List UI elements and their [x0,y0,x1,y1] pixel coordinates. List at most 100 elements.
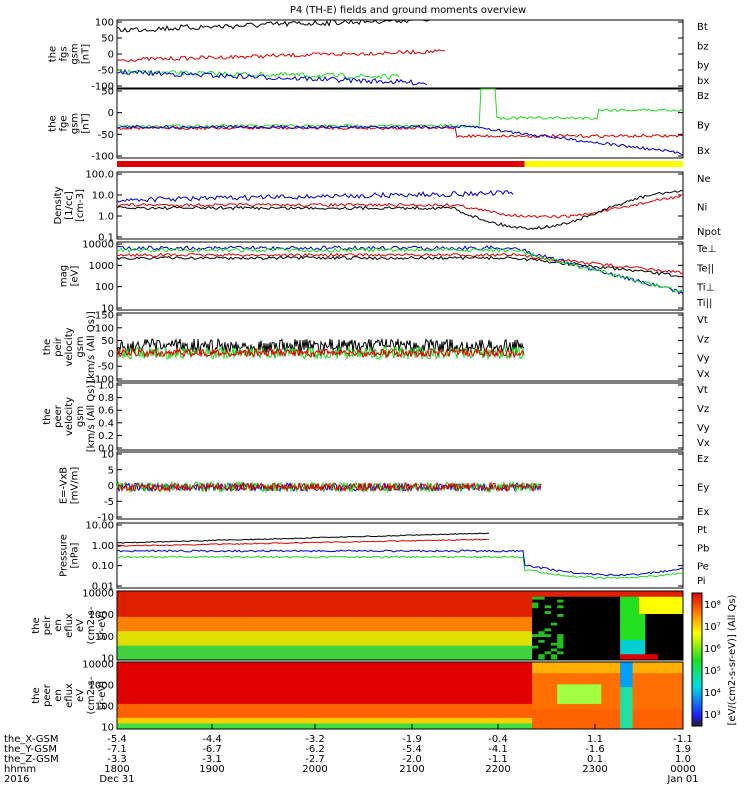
heatmap-cell [532,614,539,618]
heatmap-cell [274,639,282,644]
heatmap-cell [368,703,376,708]
heatmap-cell [337,709,344,713]
heatmap-cell [638,681,646,685]
heatmap-cell [475,678,483,683]
heatmap-cell [293,648,300,652]
heatmap-cell [129,703,137,708]
heatmap-cell [393,619,401,624]
heatmap-cell [223,701,231,705]
heatmap-cell [393,651,401,655]
heatmap-cell [217,670,225,674]
heatmap-cell [613,715,621,719]
heatmap-cell [255,695,263,699]
heatmap-cell [374,599,382,603]
heatmap-cell [362,706,370,710]
heatmap-cell [418,698,426,702]
heatmap-cell [173,625,181,629]
heatmap-cell [670,689,678,694]
heatmap-cell [450,608,458,612]
heatmap-cell [179,654,187,658]
heatmap-cell [286,611,294,615]
heatmap-cell [626,619,634,624]
heatmap-cell [676,681,684,685]
heatmap-cell [192,701,200,705]
legend-black: Ni [697,203,707,214]
heatmap-cell [437,596,445,601]
heatmap-cell [494,675,502,680]
heatmap-cell [205,715,212,719]
heatmap-cell [362,616,370,621]
heatmap-cell [299,681,307,685]
heatmap-cell [123,599,131,603]
heatmap-cell [161,622,168,626]
heatmap-cell [519,616,527,621]
heatmap-cell [179,622,187,626]
heatmap-cell [230,625,237,629]
heatmap-cell [412,662,420,666]
heatmap-cell [167,701,175,705]
heatmap-cell [211,673,219,677]
heatmap-cell [588,726,596,730]
heatmap-cell [613,692,621,696]
heatmap-cell [645,608,653,612]
heatmap-cell [550,695,558,699]
heatmap-cell [198,591,206,595]
heatmap-cell [657,619,665,624]
heatmap-cell [286,675,294,680]
heatmap-cell [267,622,275,626]
heatmap-cell [186,616,193,621]
heatmap-cell [343,701,351,705]
plot-title: P4 (TH-E) fields and ground moments over… [290,5,526,16]
heatmap-cell [305,628,313,632]
heatmap-cell [632,667,640,671]
heatmap-cell [123,616,131,621]
heatmap-cell [242,717,250,722]
heatmap-cell [135,678,143,683]
heatmap-cell [374,673,382,677]
heatmap-cell [349,619,357,624]
heatmap-cell [311,625,319,629]
heatmap-cell [242,720,250,724]
heatmap-cell [349,631,357,635]
heatmap-cell [261,639,269,644]
heatmap-cell [274,611,282,615]
heatmap-cell [638,726,646,730]
heatmap-cell [337,698,344,702]
heatmap-cell [638,675,646,680]
heatmap-cell [355,706,363,710]
heatmap-cell [469,675,476,680]
heatmap-cell [538,596,546,601]
heatmap-cell [374,619,382,624]
heatmap-cell [676,678,684,683]
mode-bar-slow [117,161,525,167]
heatmap-cell [330,664,338,669]
heatmap-cell [550,637,558,641]
heatmap-cell [330,605,338,609]
heatmap-cell [211,637,219,641]
heatmap-cell [557,657,565,661]
heatmap-cell [418,684,426,688]
heatmap-cell [651,657,659,661]
heatmap-cell [362,608,370,612]
heatmap-cell [267,684,275,688]
heatmap-cell [311,689,319,694]
heatmap-cell [651,625,659,629]
heatmap-cell [462,657,470,661]
heatmap-cell [444,657,451,661]
heatmap-cell [475,634,483,638]
heatmap-cell [519,687,527,691]
heatmap-cell [462,616,470,621]
heatmap-cell [481,712,489,716]
heatmap-cell [406,634,414,638]
heatmap-cell [488,657,495,661]
heatmap-cell [318,667,326,671]
heatmap-cell [274,681,282,685]
heatmap-cell [223,681,231,685]
heatmap-cell [406,631,414,635]
heatmap-cell [550,692,558,696]
heatmap-cell [582,698,590,702]
heatmap-cell [223,596,231,601]
heatmap-cell [676,625,684,629]
y-tick-label: 0.1 [98,233,114,244]
heatmap-cell [255,599,263,603]
